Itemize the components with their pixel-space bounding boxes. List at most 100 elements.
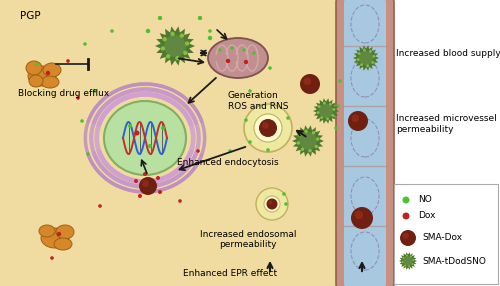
Circle shape [403,256,413,266]
FancyBboxPatch shape [344,0,386,286]
Circle shape [410,255,412,257]
Circle shape [266,198,278,210]
Circle shape [264,196,280,212]
Circle shape [412,259,414,261]
Polygon shape [155,26,195,66]
Circle shape [208,29,212,33]
Circle shape [266,148,270,152]
Circle shape [268,66,272,70]
Polygon shape [399,252,417,270]
Circle shape [323,102,326,104]
Circle shape [134,130,140,136]
Circle shape [164,35,186,57]
Circle shape [160,46,165,51]
Circle shape [334,126,338,130]
Circle shape [358,52,360,55]
Text: Generation
ROS and RNS: Generation ROS and RNS [228,91,288,111]
Text: SMA-tDodSNO: SMA-tDodSNO [422,257,486,265]
Circle shape [360,63,363,66]
Circle shape [248,140,252,144]
Ellipse shape [43,63,61,77]
Circle shape [308,149,312,152]
Circle shape [256,188,288,220]
Circle shape [178,199,182,203]
Circle shape [98,204,102,208]
Circle shape [404,265,406,267]
Circle shape [318,105,320,108]
Ellipse shape [104,101,186,175]
Circle shape [316,102,336,120]
Circle shape [402,196,409,204]
Text: Increased microvessel
permeability: Increased microvessel permeability [396,114,497,134]
Circle shape [372,55,376,58]
Polygon shape [313,98,339,124]
Circle shape [244,118,248,122]
Circle shape [242,48,246,52]
Circle shape [160,31,190,60]
Circle shape [286,116,290,120]
Circle shape [134,179,138,183]
Circle shape [408,265,410,267]
Text: Enhanced EPR effect: Enhanced EPR effect [183,269,277,278]
Circle shape [185,41,190,46]
Ellipse shape [56,225,74,239]
Circle shape [348,111,368,131]
Circle shape [319,104,333,118]
Text: NO: NO [418,196,432,204]
Circle shape [406,255,408,257]
Circle shape [329,103,332,106]
Polygon shape [353,45,379,71]
Circle shape [218,48,222,52]
Circle shape [356,58,360,61]
Circle shape [338,79,342,83]
FancyBboxPatch shape [394,184,498,284]
Circle shape [301,148,304,151]
Circle shape [254,114,282,142]
Circle shape [162,37,167,41]
Circle shape [299,132,317,150]
Circle shape [230,46,234,50]
Circle shape [320,116,323,119]
Circle shape [128,124,132,128]
Text: Enhanced endocytosis: Enhanced endocytosis [177,158,279,167]
Circle shape [50,256,54,260]
Text: Dox: Dox [418,212,436,221]
Circle shape [300,74,320,94]
Circle shape [356,49,376,67]
Circle shape [314,145,318,148]
Circle shape [336,104,340,108]
Circle shape [296,130,320,152]
Text: PGP: PGP [20,11,40,21]
Circle shape [80,119,84,123]
Circle shape [180,33,184,38]
Circle shape [252,51,256,55]
Circle shape [110,29,114,33]
Circle shape [316,137,320,141]
Ellipse shape [28,66,56,86]
Circle shape [316,111,320,114]
Circle shape [326,118,329,120]
Circle shape [158,190,162,194]
Circle shape [46,71,50,75]
Text: Increased endosomal
permeability: Increased endosomal permeability [200,230,296,249]
Circle shape [372,61,374,64]
Circle shape [402,261,404,263]
Circle shape [76,96,80,100]
Circle shape [268,200,272,204]
Circle shape [228,72,232,76]
Circle shape [142,180,149,187]
Circle shape [176,56,180,60]
Circle shape [244,104,292,152]
Circle shape [248,89,252,93]
Circle shape [83,42,87,46]
Ellipse shape [208,38,268,78]
Circle shape [402,233,409,239]
Circle shape [226,59,230,63]
Circle shape [402,257,404,259]
Circle shape [363,49,366,51]
Circle shape [161,126,165,130]
Circle shape [282,192,286,196]
Circle shape [139,177,157,195]
Circle shape [146,29,150,33]
Ellipse shape [41,228,69,248]
